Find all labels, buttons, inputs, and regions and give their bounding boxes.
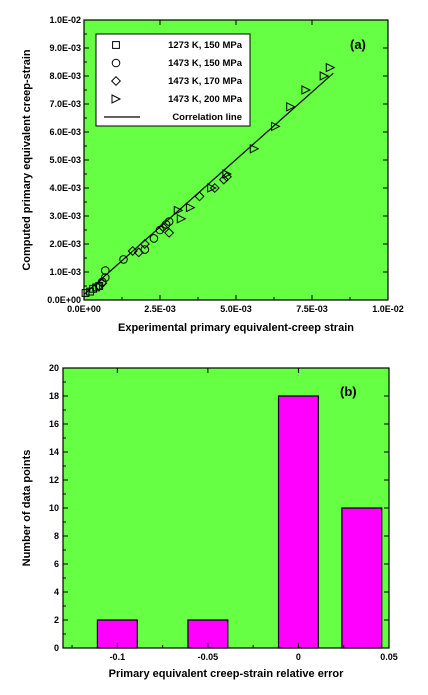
chart-a-point-diamond — [97, 278, 108, 289]
chart-a-points — [81, 62, 336, 297]
chart-a-point-diamond — [133, 247, 144, 258]
chart-a: 0.0E+00 2.5E-03 5.0E-03 7.5E-03 1.0E-02 0.0E+… — [21, 15, 404, 334]
chart-a-x-tick-label: 5.0E-03 — [220, 304, 252, 314]
chart-a-point-circle — [149, 234, 159, 243]
chart-b-y-tick-label: 16 — [49, 419, 59, 429]
chart-a-legend-label: Correlation line — [172, 112, 242, 123]
chart-a-legend: 1273 K, 150 MPa 1473 K, 150 MPa 1473 K, 17… — [95, 33, 251, 127]
chart-a-legend-label: 1273 K, 150 MPa — [168, 40, 243, 51]
chart-a-point-triangle-right — [207, 183, 217, 193]
chart-a-legend-marker-square — [112, 41, 120, 49]
chart-a-x-axis-label: Experimental primary equivalent-creep st… — [118, 322, 354, 334]
chart-b-y-tick-label: 8 — [54, 531, 59, 541]
chart-b-y-tick-label: 10 — [49, 503, 59, 513]
chart-a-legend-label: 1473 K, 150 MPa — [168, 58, 243, 69]
chart-a-y-tick-label: 2.0E-03 — [49, 239, 81, 249]
chart-a-point-circle — [100, 266, 110, 275]
chart-a-y-axis-label: Computed primary equivalent creep-strain — [21, 49, 33, 271]
chart-a-y-tick-label: 9.0E-03 — [49, 43, 81, 53]
chart-a-point-triangle-right — [176, 213, 187, 224]
chart-a-point-diamond — [164, 227, 175, 238]
chart-a-y-tick-label: 8.0E-03 — [49, 71, 81, 81]
chart-b-bars — [96, 395, 383, 649]
chart-a-y-tick-label: 6.0E-03 — [49, 127, 81, 137]
chart-b-x-tick-label: -0.05 — [198, 652, 219, 662]
chart-a-legend-label: 1473 K, 200 MPa — [168, 94, 243, 105]
chart-a-point-diamond — [127, 245, 138, 257]
chart-b-plot-area — [62, 367, 390, 649]
chart-a-legend-box — [95, 33, 251, 127]
chart-a-ticks: 0.0E+00 2.5E-03 5.0E-03 7.5E-03 1.0E-02 0.0E+… — [47, 15, 404, 314]
chart-a-point-triangle-right — [222, 169, 232, 179]
chart-a-correlation-line — [83, 72, 334, 295]
chart-b-y-axis-label: Number of data points — [21, 450, 33, 567]
chart-a-y-tick-label: 0.0E+00 — [47, 295, 81, 305]
chart-a-y-tick-label: 1.0E-02 — [49, 15, 81, 25]
chart-a-point-triangle-right — [286, 101, 296, 112]
chart-a-y-tick-label: 1.0E-03 — [49, 267, 81, 277]
chart-b-x-tick-label: 0 — [296, 652, 301, 662]
chart-a-point-circle — [140, 245, 150, 254]
chart-a-y-tick-label: 7.0E-03 — [49, 99, 81, 109]
chart-a-x-tick-label: 1.0E-02 — [372, 304, 404, 314]
chart-a-legend-marker-circle — [111, 58, 121, 68]
chart-b-y-tick-label: 18 — [49, 391, 59, 401]
chart-a-point-circle — [119, 255, 128, 264]
chart-b-bar — [277, 395, 319, 649]
chart-a-point-triangle-right — [301, 85, 312, 95]
chart-a-x-tick-label: 2.5E-03 — [144, 304, 176, 314]
chart-a-point-square — [81, 289, 90, 297]
chart-b-x-tick-label: 0.05 — [380, 652, 398, 662]
chart-b-bar — [341, 507, 383, 649]
chart-a-y-tick-label: 5.0E-03 — [49, 155, 81, 165]
chart-a-y-tick-label: 4.0E-03 — [49, 183, 81, 193]
chart-a-point-diamond — [158, 222, 169, 233]
chart-a-point-triangle-right — [249, 143, 260, 154]
chart-b-y-tick-label: 2 — [54, 615, 59, 625]
chart-b-x-axis-label: Primary equivalent creep-strain relative… — [109, 668, 344, 680]
chart-a-point-diamond — [139, 238, 150, 250]
chart-b-x-tick-label: -0.1 — [110, 652, 126, 662]
chart-a-point-diamond — [221, 171, 232, 182]
chart-a-panel-label: (a) — [350, 37, 366, 52]
chart-b-ticks: -0.1 -0.05 0 0.05 0 2 4 6 8 10 12 14 16 18 20 — [49, 363, 398, 662]
chart-a-point-circle — [164, 217, 174, 226]
chart-a-point-diamond — [94, 280, 105, 292]
chart-a-y-tick-label: 3.0E-03 — [49, 211, 81, 221]
chart-a-point-triangle-right — [271, 121, 281, 132]
chart-a-legend-marker-triangle-right — [111, 94, 122, 104]
chart-b-y-tick-label: 20 — [49, 363, 59, 373]
chart-b-y-tick-label: 0 — [54, 643, 59, 653]
chart-a-correlation-line-path — [83, 72, 334, 295]
chart-a-point-triangle-right — [325, 62, 336, 73]
chart-a-legend-marker-diamond — [110, 75, 122, 87]
chart-a-legend-label: 1473 K, 170 MPa — [168, 76, 243, 87]
chart-a-point-diamond — [218, 174, 229, 185]
chart-b-panel-label: (b) — [340, 384, 357, 399]
chart-b-y-tick-label: 6 — [54, 559, 59, 569]
chart-a-x-tick-label: 7.5E-03 — [296, 304, 328, 314]
chart-a-point-triangle-right — [319, 71, 330, 81]
chart-a-point-triangle-right — [185, 202, 196, 213]
chart-a-point-diamond — [194, 191, 205, 202]
chart-a-x-tick-label: 0.0E+00 — [67, 304, 101, 314]
chart-b-y-tick-label: 14 — [49, 447, 59, 457]
chart-b-y-tick-label: 4 — [54, 587, 59, 597]
chart-b-y-tick-label: 12 — [49, 475, 59, 485]
chart-b: -0.1 -0.05 0 0.05 0 2 4 6 8 10 12 14 16 18 20 (b) Prim… — [21, 363, 398, 680]
chart-a-point-triangle-right — [173, 205, 184, 216]
